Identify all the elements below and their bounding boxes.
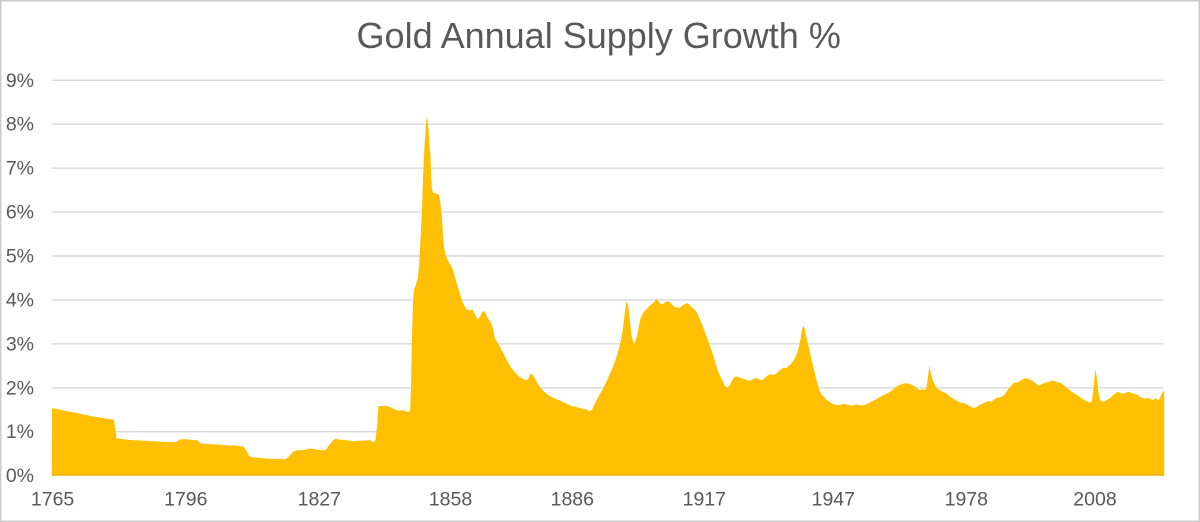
svg-text:5%: 5% [6,246,34,268]
svg-text:1886: 1886 [551,489,594,511]
svg-text:1796: 1796 [164,489,207,511]
svg-text:1827: 1827 [298,489,341,511]
svg-text:7%: 7% [6,158,34,180]
svg-text:1947: 1947 [812,489,855,511]
svg-text:0%: 0% [6,465,34,487]
svg-text:3%: 3% [6,333,34,355]
svg-text:1%: 1% [6,421,34,443]
svg-text:8%: 8% [6,114,34,136]
svg-text:6%: 6% [6,202,34,224]
svg-text:Gold Annual Supply Growth %: Gold Annual Supply Growth % [357,15,841,56]
svg-text:2008: 2008 [1073,489,1116,511]
svg-text:9%: 9% [6,70,34,92]
svg-text:1765: 1765 [31,489,75,511]
svg-text:4%: 4% [6,289,34,311]
svg-text:2%: 2% [6,377,34,399]
svg-text:1858: 1858 [429,489,472,511]
svg-text:1978: 1978 [945,489,988,511]
svg-text:1917: 1917 [683,489,726,511]
